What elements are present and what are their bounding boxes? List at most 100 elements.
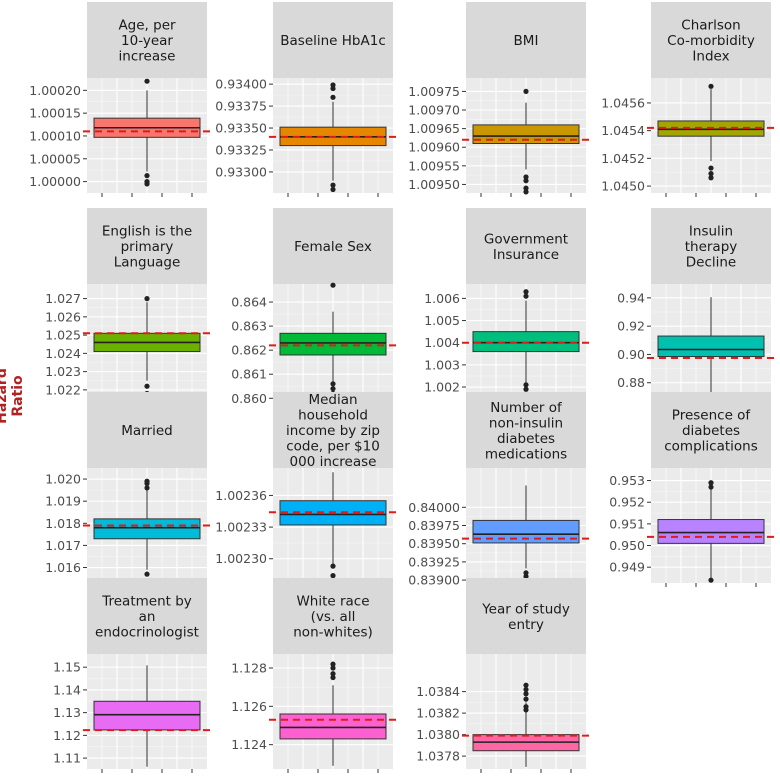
facet-title-line: Presence of	[672, 408, 752, 424]
y-tick-label: 0.90	[617, 347, 645, 362]
facet-title-line: diabetes	[497, 431, 555, 447]
facet-strip	[651, 2, 771, 78]
outlier-point	[330, 186, 336, 193]
facet-strip	[466, 208, 586, 284]
y-tick-label: 1.00230	[215, 551, 267, 566]
iqr-box	[472, 331, 580, 353]
y-tick-label: 0.83950	[408, 536, 460, 551]
y-tick-label: 1.128	[231, 660, 267, 675]
facet-strip	[466, 392, 586, 468]
y-tick-label: 1.0450	[601, 179, 645, 194]
outlier-point	[523, 573, 529, 580]
outlier-point	[523, 289, 529, 295]
y-tick-label: 1.019	[45, 494, 81, 509]
outlier-point	[523, 707, 529, 713]
y-tick-label: 0.93300	[215, 164, 267, 179]
y-tick-label: 1.00960	[408, 140, 460, 155]
y-tick-label: 0.860	[231, 391, 267, 406]
y-tick-label: 1.018	[45, 516, 81, 531]
outlier-point	[523, 185, 529, 191]
facet-title-line: Insulin	[689, 224, 733, 240]
facet-title-line: code, per $10	[286, 439, 380, 455]
facet-title-line: 10-year	[121, 33, 173, 49]
facet-title-line: Insurance	[493, 247, 559, 263]
facet-strip	[87, 2, 207, 78]
facet-strip	[273, 578, 393, 654]
y-tick-label: 1.020	[45, 472, 81, 487]
facet-title-line: BMI	[514, 33, 539, 49]
y-tick-label: 0.84000	[408, 500, 460, 515]
outlier-point	[523, 570, 529, 576]
outlier-point	[144, 296, 150, 302]
outlier-point	[523, 382, 529, 388]
outlier-point	[330, 182, 336, 188]
facet-title-line: increase	[119, 49, 176, 65]
facet-title-line: complications	[664, 439, 758, 455]
facet-title-line: Government	[484, 231, 568, 247]
y-tick-label: 1.0378	[416, 749, 460, 764]
facet-title-line: 000 increase	[290, 454, 377, 470]
facet-strip	[651, 392, 771, 468]
outlier-point	[523, 696, 529, 702]
outlier-point	[708, 83, 714, 89]
y-tick-label: 0.863	[231, 319, 267, 334]
y-tick-label: 1.00015	[29, 106, 81, 121]
facet-title-line: Median	[308, 392, 357, 408]
facet-strip	[651, 208, 771, 284]
outlier-point	[144, 181, 150, 187]
outlier-point	[708, 165, 714, 171]
y-tick-label: 0.93400	[215, 77, 267, 92]
y-tick-label: 0.92	[617, 319, 645, 334]
outlier-point	[330, 573, 336, 579]
y-tick-label: 0.93350	[215, 121, 267, 136]
y-tick-label: 0.93325	[215, 142, 267, 157]
outlier-point	[708, 484, 714, 490]
y-tick-label: 1.027	[45, 291, 81, 306]
facet-title-line: English is the	[102, 224, 192, 240]
y-tick-label: 1.00020	[29, 83, 81, 98]
outlier-point	[330, 386, 336, 392]
facet-title-line: income by zip	[286, 423, 380, 439]
y-tick-label: 1.024	[45, 346, 81, 361]
facet-title-line: therapy	[685, 239, 738, 255]
iqr-box	[279, 332, 387, 356]
y-tick-label: 0.93375	[215, 99, 267, 114]
y-tick-label: 1.00970	[408, 103, 460, 118]
facet-title-line: Number of	[490, 400, 563, 416]
facet-title-line: Charlson	[681, 18, 740, 34]
y-tick-label: 1.023	[45, 364, 81, 379]
y-tick-label: 1.00010	[29, 128, 81, 143]
facet-title-line: Married	[121, 423, 172, 439]
y-tick-label: 1.0380	[416, 727, 460, 742]
y-tick-label: 0.83925	[408, 554, 460, 569]
y-tick-label: 1.00005	[29, 151, 81, 166]
y-tick-label: 1.006	[424, 291, 460, 306]
facet-strip	[273, 392, 393, 468]
outlier-point	[144, 571, 150, 577]
outlier-point	[144, 383, 150, 389]
facet-title-line: medications	[485, 446, 567, 462]
facet-title-line: (vs. all	[311, 609, 356, 625]
y-tick-label: 1.00975	[408, 84, 460, 99]
facet-panel: Female Sex 0.860 0.861 0.862 0.863 0.864	[231, 208, 399, 406]
outlier-point	[523, 88, 529, 94]
facet-title-line: household	[298, 408, 368, 424]
facet-title-line: Year of study	[481, 601, 570, 617]
y-tick-label: 1.00000	[29, 174, 81, 189]
y-tick-label: 1.00955	[408, 158, 460, 173]
facet-strip	[273, 2, 393, 78]
outlier-point	[708, 171, 714, 177]
y-tick-label: 1.00236	[215, 488, 267, 503]
facet-panel: Baseline HbA1c 0.93300 0.93325 0.93350 0.933…	[215, 2, 399, 197]
y-tick-label: 1.016	[45, 560, 81, 575]
outlier-point	[330, 674, 336, 681]
facet-title-line: Language	[114, 255, 181, 271]
outlier-point	[708, 175, 714, 181]
